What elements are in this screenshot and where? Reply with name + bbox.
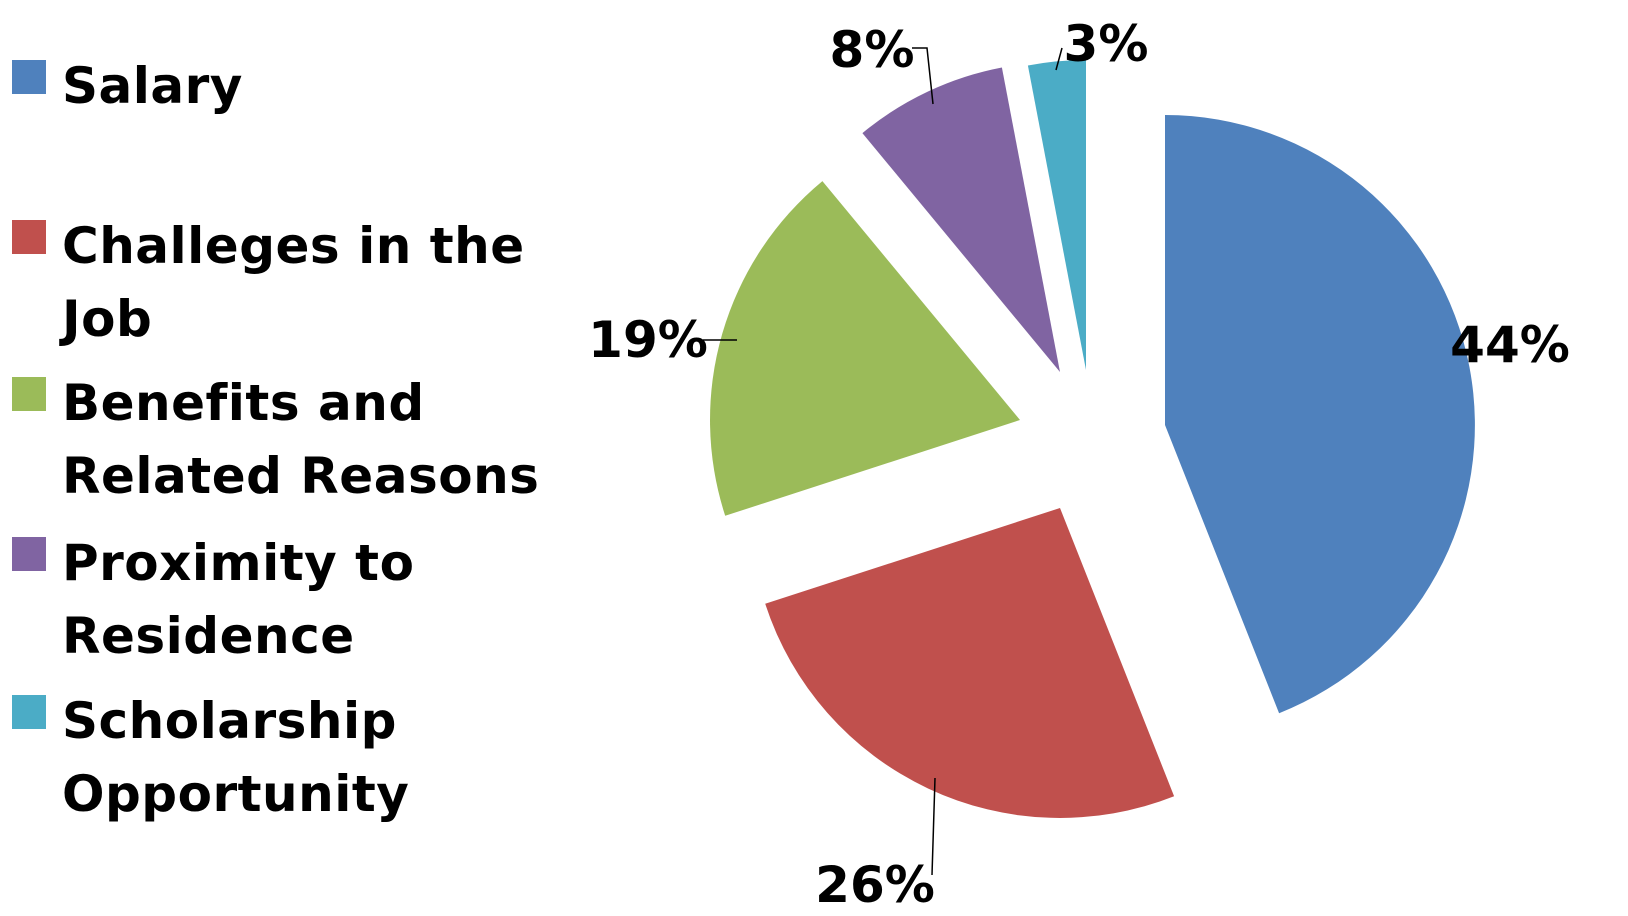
legend-item-proximity: Proximity to Residence (12, 527, 562, 673)
data-label-benefits-and-related-reasons: 19% (588, 311, 708, 369)
pie-slice-scholarship-opportunity (1027, 60, 1086, 370)
legend-swatch-scholarship (12, 695, 46, 729)
legend-label-benefits: Benefits and Related Reasons (62, 374, 540, 505)
leader-line-challeges-in-the-job (931, 777, 936, 876)
legend-label-scholarship: Scholarship Opportunity (62, 692, 410, 823)
legend-label-salary: Salary (62, 57, 243, 115)
legend-item-scholarship: Scholarship Opportunity (12, 685, 562, 831)
legend-swatch-proximity (12, 537, 46, 571)
pie-slice-challeges-in-the-job (765, 508, 1175, 818)
legend-item-benefits: Benefits and Related Reasons (12, 367, 562, 513)
data-label-scholarship-opportunity: 3% (1064, 15, 1149, 73)
pie-slice-benefits-and-related-reasons (710, 181, 1020, 516)
data-label-challeges-in-the-job: 26% (815, 856, 935, 914)
legend-label-challenges: Challeges in the Job (62, 217, 525, 348)
legend-item-salary: Salary (12, 50, 562, 123)
pie-slice-proximity-to-residence (862, 67, 1060, 372)
legend-item-challenges: Challeges in the Job (12, 210, 562, 356)
pie-slice-salary (1165, 115, 1475, 714)
legend-label-proximity: Proximity to Residence (62, 534, 415, 665)
leader-line-scholarship-opportunity (1055, 47, 1063, 71)
data-label-salary: 44% (1450, 316, 1570, 374)
legend-swatch-benefits (12, 377, 46, 411)
leader-line-proximity-to-residence (912, 47, 934, 105)
data-label-proximity-to-residence: 8% (830, 21, 915, 79)
legend-swatch-salary (12, 60, 46, 94)
legend-swatch-challenges (12, 220, 46, 254)
chart-legend: Salary Challeges in the Job Benefits and… (0, 0, 600, 916)
